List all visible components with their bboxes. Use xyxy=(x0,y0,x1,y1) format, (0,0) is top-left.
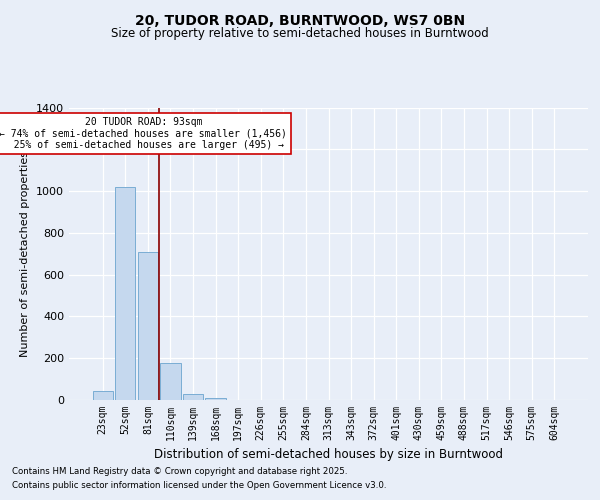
Bar xyxy=(205,398,226,400)
Bar xyxy=(183,394,203,400)
X-axis label: Distribution of semi-detached houses by size in Burntwood: Distribution of semi-detached houses by … xyxy=(154,448,503,462)
Text: Contains HM Land Registry data © Crown copyright and database right 2025.: Contains HM Land Registry data © Crown c… xyxy=(12,467,347,476)
Text: Size of property relative to semi-detached houses in Burntwood: Size of property relative to semi-detach… xyxy=(111,28,489,40)
Text: Contains public sector information licensed under the Open Government Licence v3: Contains public sector information licen… xyxy=(12,481,386,490)
Bar xyxy=(160,364,181,400)
Text: 20, TUDOR ROAD, BURNTWOOD, WS7 0BN: 20, TUDOR ROAD, BURNTWOOD, WS7 0BN xyxy=(135,14,465,28)
Text: 20 TUDOR ROAD: 93sqm
← 74% of semi-detached houses are smaller (1,456)
  25% of : 20 TUDOR ROAD: 93sqm ← 74% of semi-detac… xyxy=(0,117,287,150)
Bar xyxy=(92,390,113,400)
Y-axis label: Number of semi-detached properties: Number of semi-detached properties xyxy=(20,151,31,357)
Bar xyxy=(115,187,136,400)
Bar xyxy=(138,252,158,400)
